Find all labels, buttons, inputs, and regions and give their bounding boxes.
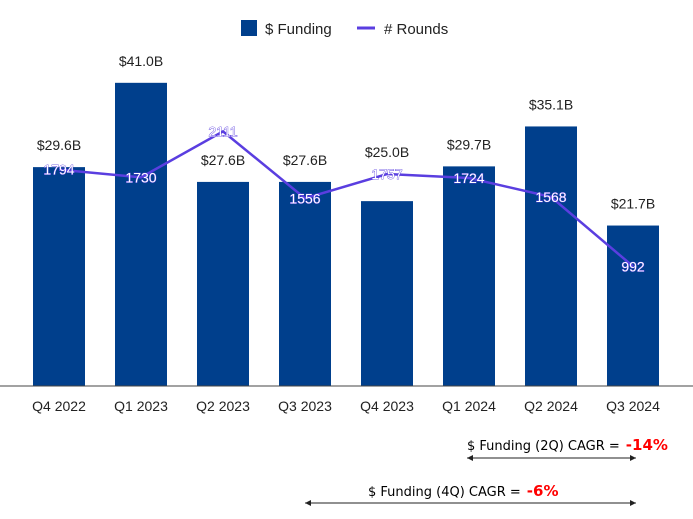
rounds-data-label: 2111 bbox=[208, 123, 237, 139]
bar-value-label: $27.6B bbox=[283, 152, 327, 168]
bar-value-label: $21.7B bbox=[611, 196, 655, 212]
x-tick-label: Q2 2024 bbox=[524, 398, 578, 414]
bar-funding bbox=[197, 181, 249, 386]
cagr-4q-arrow-left-head bbox=[305, 500, 311, 506]
bar-value-label: $41.0B bbox=[119, 53, 163, 69]
cagr-2q-label: $ Funding (2Q) CAGR = bbox=[467, 439, 620, 454]
bar-funding bbox=[525, 126, 577, 386]
cagr-4q-arrow-right-head bbox=[630, 500, 636, 506]
legend-rounds-label: # Rounds bbox=[384, 21, 448, 38]
legend-funding-label: $ Funding bbox=[265, 21, 332, 38]
rounds-line bbox=[58, 129, 634, 268]
x-tick-label: Q3 2023 bbox=[278, 398, 332, 414]
bar-value-label: $25.0B bbox=[365, 144, 409, 160]
cagr-4q-label: $ Funding (4Q) CAGR = bbox=[368, 485, 521, 500]
x-tick-label: Q4 2023 bbox=[360, 398, 414, 414]
rounds-data-label: 1757 bbox=[371, 166, 402, 182]
bar-funding bbox=[279, 181, 331, 386]
rounds-data-label: 1724 bbox=[453, 170, 484, 186]
rounds-data-label: 1730 bbox=[125, 169, 156, 185]
rounds-data-label: 1568 bbox=[535, 189, 566, 205]
bar-value-label: $35.1B bbox=[529, 96, 573, 112]
cagr-2q-arrow-right-head bbox=[630, 455, 636, 461]
rounds-data-label: 992 bbox=[621, 258, 645, 274]
bar-value-label: $29.6B bbox=[37, 137, 81, 153]
legend-funding-swatch bbox=[241, 20, 257, 36]
cagr-4q-annotation: $ Funding (4Q) CAGR = -6% bbox=[368, 482, 559, 500]
bar-value-label: $29.7B bbox=[447, 136, 491, 152]
cagr-2q-arrow-left-head bbox=[467, 455, 473, 461]
bar-funding bbox=[115, 82, 167, 387]
x-tick-label: Q1 2024 bbox=[442, 398, 496, 414]
bar-funding bbox=[33, 167, 85, 386]
x-tick-label: Q1 2023 bbox=[114, 398, 168, 414]
bar-funding bbox=[443, 166, 495, 386]
bar-funding bbox=[361, 201, 413, 386]
cagr-4q-value: -6% bbox=[526, 482, 559, 500]
x-tick-label: Q4 2022 bbox=[32, 398, 86, 414]
cagr-2q-annotation: $ Funding (2Q) CAGR = -14% bbox=[467, 436, 668, 454]
x-tick-label: Q2 2023 bbox=[196, 398, 250, 414]
rounds-data-label: 1556 bbox=[289, 190, 320, 206]
cagr-2q-value: -14% bbox=[625, 436, 668, 454]
rounds-data-label: 1794 bbox=[43, 162, 74, 178]
x-tick-label: Q3 2024 bbox=[606, 398, 660, 414]
bar-value-label: $27.6B bbox=[201, 152, 245, 168]
